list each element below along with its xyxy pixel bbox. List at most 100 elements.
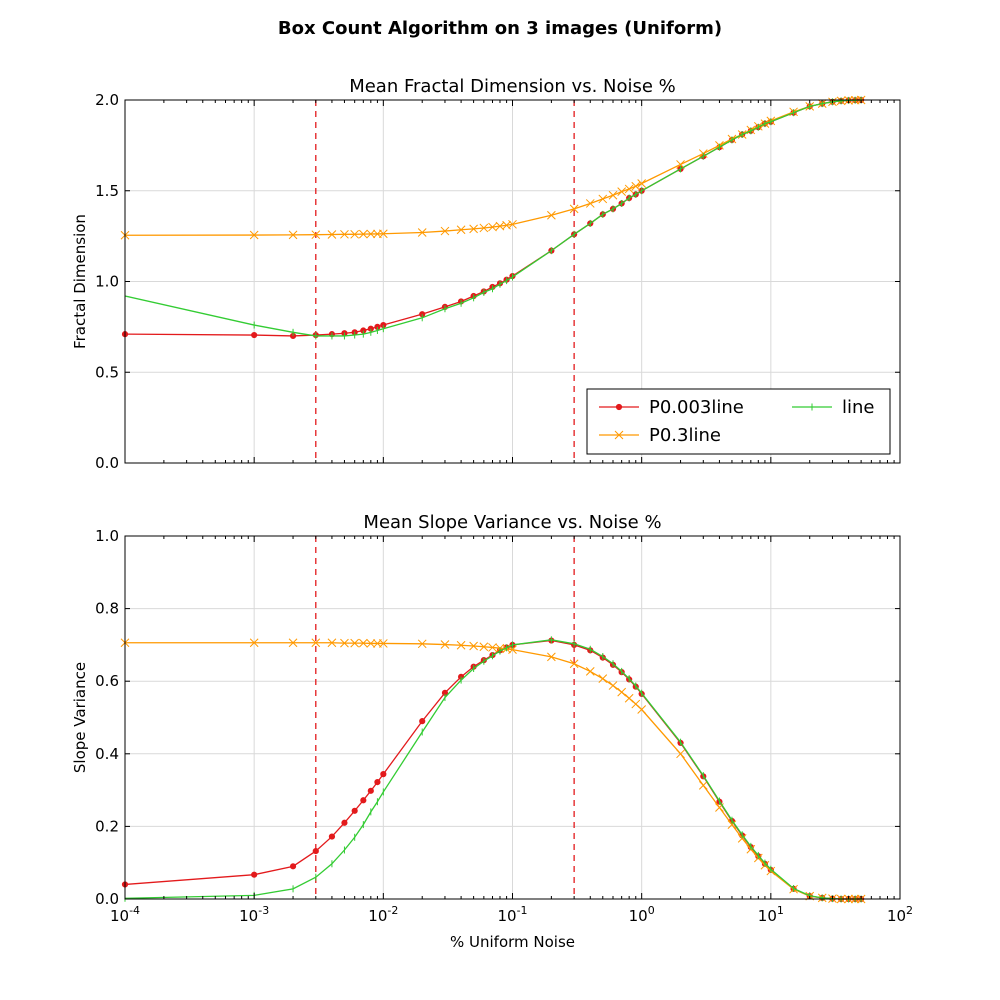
data-point (624, 693, 634, 703)
data-point (312, 847, 319, 855)
data-point (251, 871, 258, 878)
data-point (289, 863, 297, 870)
x-tick-label: 10-1 (497, 904, 527, 925)
legend-label: P0.003line (649, 397, 744, 418)
data-point (311, 230, 321, 240)
series-line (124, 99, 862, 337)
data-point (249, 638, 259, 648)
x-tick-label: 101 (758, 904, 784, 925)
legend-label: P0.3line (649, 425, 721, 446)
data-point (350, 229, 360, 239)
figure-title: Box Count Algorithm on 3 images (Uniform… (278, 18, 722, 39)
data-point (569, 659, 579, 669)
data-point (469, 224, 478, 234)
data-point (340, 229, 349, 239)
data-point (508, 645, 517, 654)
axes-title: Mean Fractal Dimension vs. Noise % (349, 76, 676, 97)
legend-item-P0.3line: P0.3line (599, 425, 721, 446)
legend-item-line: line (792, 397, 874, 418)
legend-label: line (842, 397, 874, 418)
legend-marker (615, 403, 623, 411)
y-tick-label: 1.0 (95, 273, 119, 291)
data-point (488, 222, 497, 232)
data-point (488, 643, 497, 652)
series-P0.3line (120, 638, 866, 904)
data-point (479, 642, 489, 652)
x-tick-label: 10-4 (110, 904, 140, 925)
data-point (417, 228, 427, 237)
data-point (608, 681, 618, 690)
data-point (440, 226, 450, 236)
panel-2: 0.0 0.2 0.4 0.6 0.8 1.0 10-4 10-3 10-2 10-1 100 101… (71, 512, 913, 951)
x-tick-label: 10-3 (239, 904, 269, 925)
series-line (124, 636, 862, 903)
data-point (288, 638, 298, 648)
series-P0.003line (121, 96, 865, 340)
data-point (585, 199, 595, 208)
data-point (327, 230, 337, 239)
series-line (124, 639, 862, 900)
data-point (547, 210, 556, 220)
data-point (479, 223, 489, 233)
legend-box (586, 388, 891, 455)
data-point (360, 797, 367, 804)
series-line (124, 96, 862, 340)
data-point (469, 641, 478, 651)
series-P0.003line (121, 637, 865, 903)
data-point (617, 687, 627, 697)
data-point (340, 638, 349, 648)
data-point (585, 667, 595, 676)
data-point (617, 187, 627, 197)
series-line (124, 639, 862, 900)
data-point (440, 640, 450, 649)
x-tick-label: 10-2 (368, 904, 398, 925)
y-tick-label: 0.5 (95, 363, 119, 381)
x-axis: 10-4 10-3 10-2 10-1 100 101 102 (110, 536, 913, 925)
legend-item-P0.003line: P0.003line (599, 397, 744, 418)
data-point (569, 204, 579, 214)
series-P0.3line (120, 95, 866, 240)
data-point (374, 779, 381, 786)
data-point (608, 190, 618, 200)
series-line (124, 99, 862, 236)
data-point (417, 639, 427, 649)
data-point (419, 718, 426, 725)
data-point (249, 230, 259, 240)
data-point (358, 229, 368, 239)
data-point (358, 638, 368, 648)
data-point (380, 771, 387, 778)
data-point (251, 331, 258, 339)
y-tick-label: 0.2 (95, 817, 119, 835)
data-point (366, 229, 376, 239)
data-point (727, 820, 737, 829)
y-axis-label: Slope Variance (71, 662, 89, 773)
data-point (624, 184, 634, 194)
data-point (598, 674, 608, 684)
axes-title: Mean Slope Variance vs. Noise % (363, 512, 661, 533)
x-axis (124, 100, 901, 463)
y-tick-label: 1.0 (95, 527, 119, 545)
data-point (367, 787, 374, 794)
y-axis: 0.0 0.5 1.0 1.5 2.0 (95, 91, 900, 472)
data-point (637, 705, 647, 714)
data-point (637, 179, 647, 188)
data-point (456, 640, 466, 650)
data-point (327, 638, 337, 648)
series-line (125, 642, 862, 900)
data-point (366, 639, 376, 648)
legend: P0.003line P0.3line line (586, 388, 891, 455)
panel-1: 0.0 0.5 1.0 1.5 2.0 Mean Fractal Dimension vs… (71, 76, 901, 472)
data-point (456, 225, 466, 235)
legend-marker (614, 430, 624, 440)
data-point (676, 749, 685, 759)
x-axis-label: % Uniform Noise (450, 933, 575, 951)
x-tick-label: 102 (887, 904, 913, 925)
data-point (328, 833, 336, 840)
y-tick-label: 0.8 (95, 600, 119, 618)
data-point (378, 229, 388, 239)
x-tick-label: 100 (629, 904, 655, 925)
data-point (737, 834, 747, 843)
data-point (341, 819, 348, 826)
